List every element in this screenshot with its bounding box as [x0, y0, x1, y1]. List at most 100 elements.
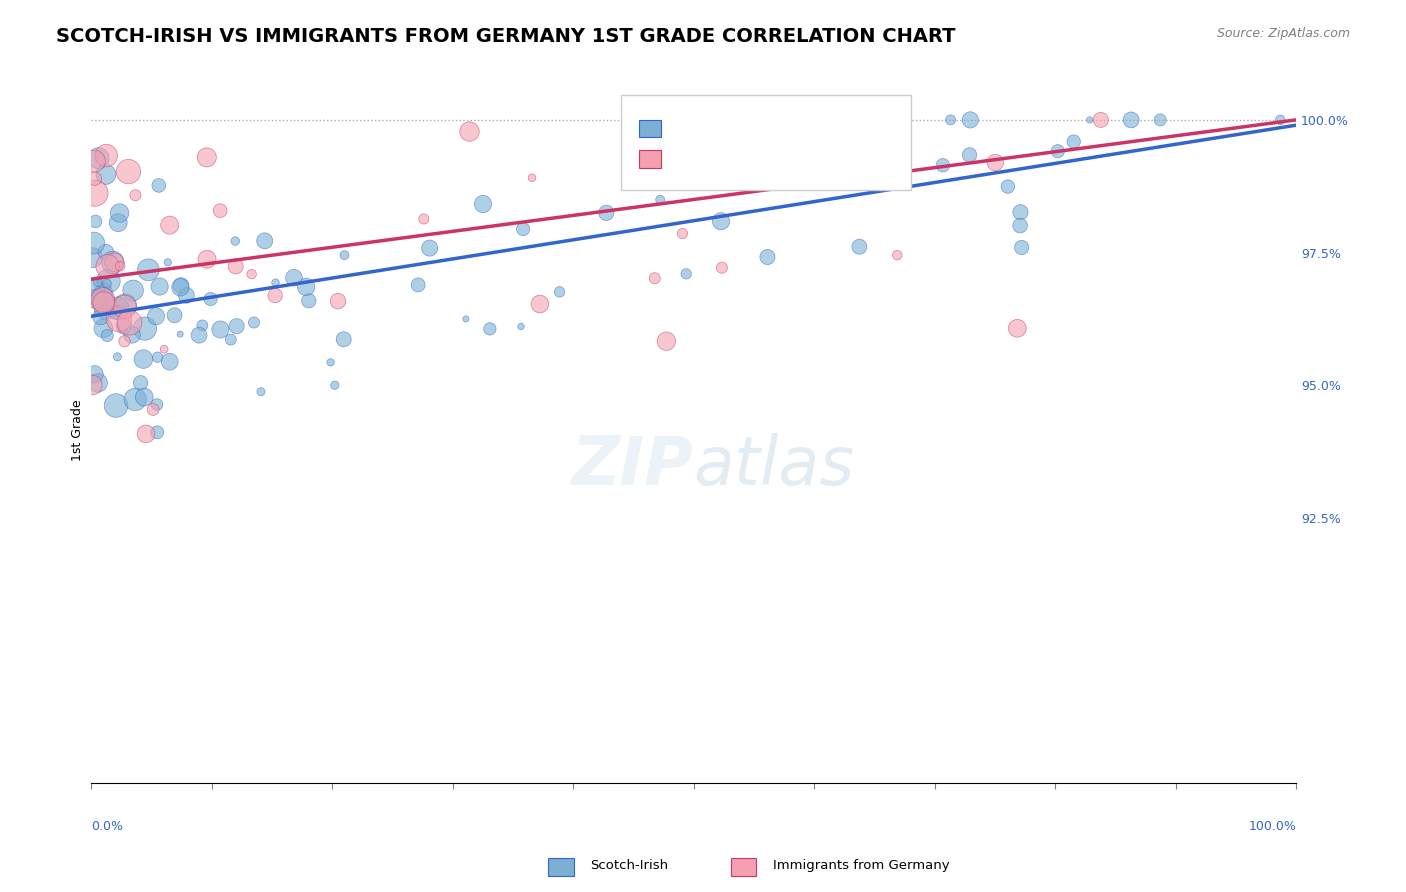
Point — [169, 280, 191, 294]
Point — [323, 378, 346, 392]
Point — [170, 278, 193, 293]
Point — [90, 310, 112, 324]
Point — [135, 426, 157, 441]
Point — [1046, 145, 1069, 159]
Point — [93, 295, 115, 310]
Point — [97, 274, 120, 288]
Point — [114, 298, 136, 312]
Point — [209, 203, 232, 218]
Point — [478, 322, 501, 336]
Point — [1010, 219, 1032, 233]
Point — [114, 300, 136, 314]
Point — [548, 285, 571, 299]
Point — [122, 284, 145, 298]
Point — [295, 280, 318, 294]
Point — [87, 376, 110, 390]
Point — [529, 297, 551, 311]
Point — [146, 398, 169, 412]
Point — [83, 154, 105, 169]
Point — [83, 235, 105, 250]
Point — [209, 322, 232, 336]
Point — [225, 260, 247, 274]
Point — [710, 214, 733, 228]
Point — [959, 148, 981, 162]
Point — [412, 211, 434, 226]
Point — [219, 333, 242, 347]
Point — [671, 227, 693, 241]
Point — [114, 334, 136, 349]
Point — [1270, 112, 1292, 127]
Point — [472, 197, 495, 211]
Point — [959, 112, 981, 127]
Point — [118, 316, 141, 330]
Point — [93, 321, 115, 335]
Point — [145, 310, 167, 324]
Point — [886, 248, 908, 262]
Point — [108, 312, 131, 326]
Text: 100.0%: 100.0% — [1249, 821, 1296, 833]
Point — [831, 160, 853, 174]
Point — [1090, 112, 1112, 127]
Point — [319, 355, 342, 369]
Point — [146, 425, 169, 440]
Point — [84, 186, 107, 201]
Point — [87, 275, 110, 289]
Point — [626, 134, 648, 148]
Point — [159, 218, 181, 232]
Point — [756, 250, 779, 264]
Y-axis label: 1st Grade: 1st Grade — [72, 400, 84, 461]
Point — [138, 262, 160, 277]
Point — [655, 334, 678, 349]
Point — [108, 206, 131, 220]
Point — [406, 277, 429, 292]
Point — [149, 279, 172, 293]
Text: ZIP: ZIP — [572, 433, 693, 499]
Text: atlas: atlas — [693, 433, 855, 499]
Point — [997, 179, 1019, 194]
Point — [101, 255, 124, 269]
Point — [82, 378, 104, 392]
Point — [124, 392, 146, 407]
Point — [96, 328, 118, 343]
Point — [156, 255, 179, 269]
Point — [105, 305, 128, 319]
Point — [91, 291, 114, 305]
Point — [146, 350, 169, 364]
Bar — [640, 150, 661, 168]
Point — [121, 327, 143, 342]
Bar — [640, 120, 661, 137]
Point — [243, 316, 266, 330]
Point — [333, 248, 356, 262]
Text: Scotch-Irish: Scotch-Irish — [591, 859, 669, 872]
Point — [644, 271, 666, 285]
Point — [240, 267, 263, 281]
Point — [84, 292, 107, 306]
Text: SCOTCH-IRISH VS IMMIGRANTS FROM GERMANY 1ST GRADE CORRELATION CHART: SCOTCH-IRISH VS IMMIGRANTS FROM GERMANY … — [56, 27, 956, 45]
Point — [134, 390, 156, 404]
Text: Source: ZipAtlas.com: Source: ZipAtlas.com — [1216, 27, 1350, 40]
Point — [458, 124, 481, 138]
Point — [159, 355, 181, 369]
Point — [107, 350, 129, 364]
FancyBboxPatch shape — [621, 95, 911, 190]
Point — [1011, 240, 1033, 254]
Point — [264, 288, 287, 302]
Point — [264, 276, 287, 290]
Point — [82, 251, 104, 265]
Point — [132, 352, 155, 367]
Point — [134, 321, 156, 335]
Point — [94, 245, 117, 260]
Point — [283, 270, 305, 285]
Point — [326, 294, 349, 309]
Point — [454, 312, 477, 326]
Point — [191, 318, 214, 333]
Point — [253, 234, 276, 248]
Point — [107, 216, 129, 230]
Point — [1010, 205, 1032, 219]
Point — [163, 308, 186, 322]
Point — [984, 155, 1007, 169]
Point — [103, 255, 125, 269]
Point — [1149, 112, 1171, 127]
Point — [675, 267, 697, 281]
Point — [195, 252, 218, 267]
